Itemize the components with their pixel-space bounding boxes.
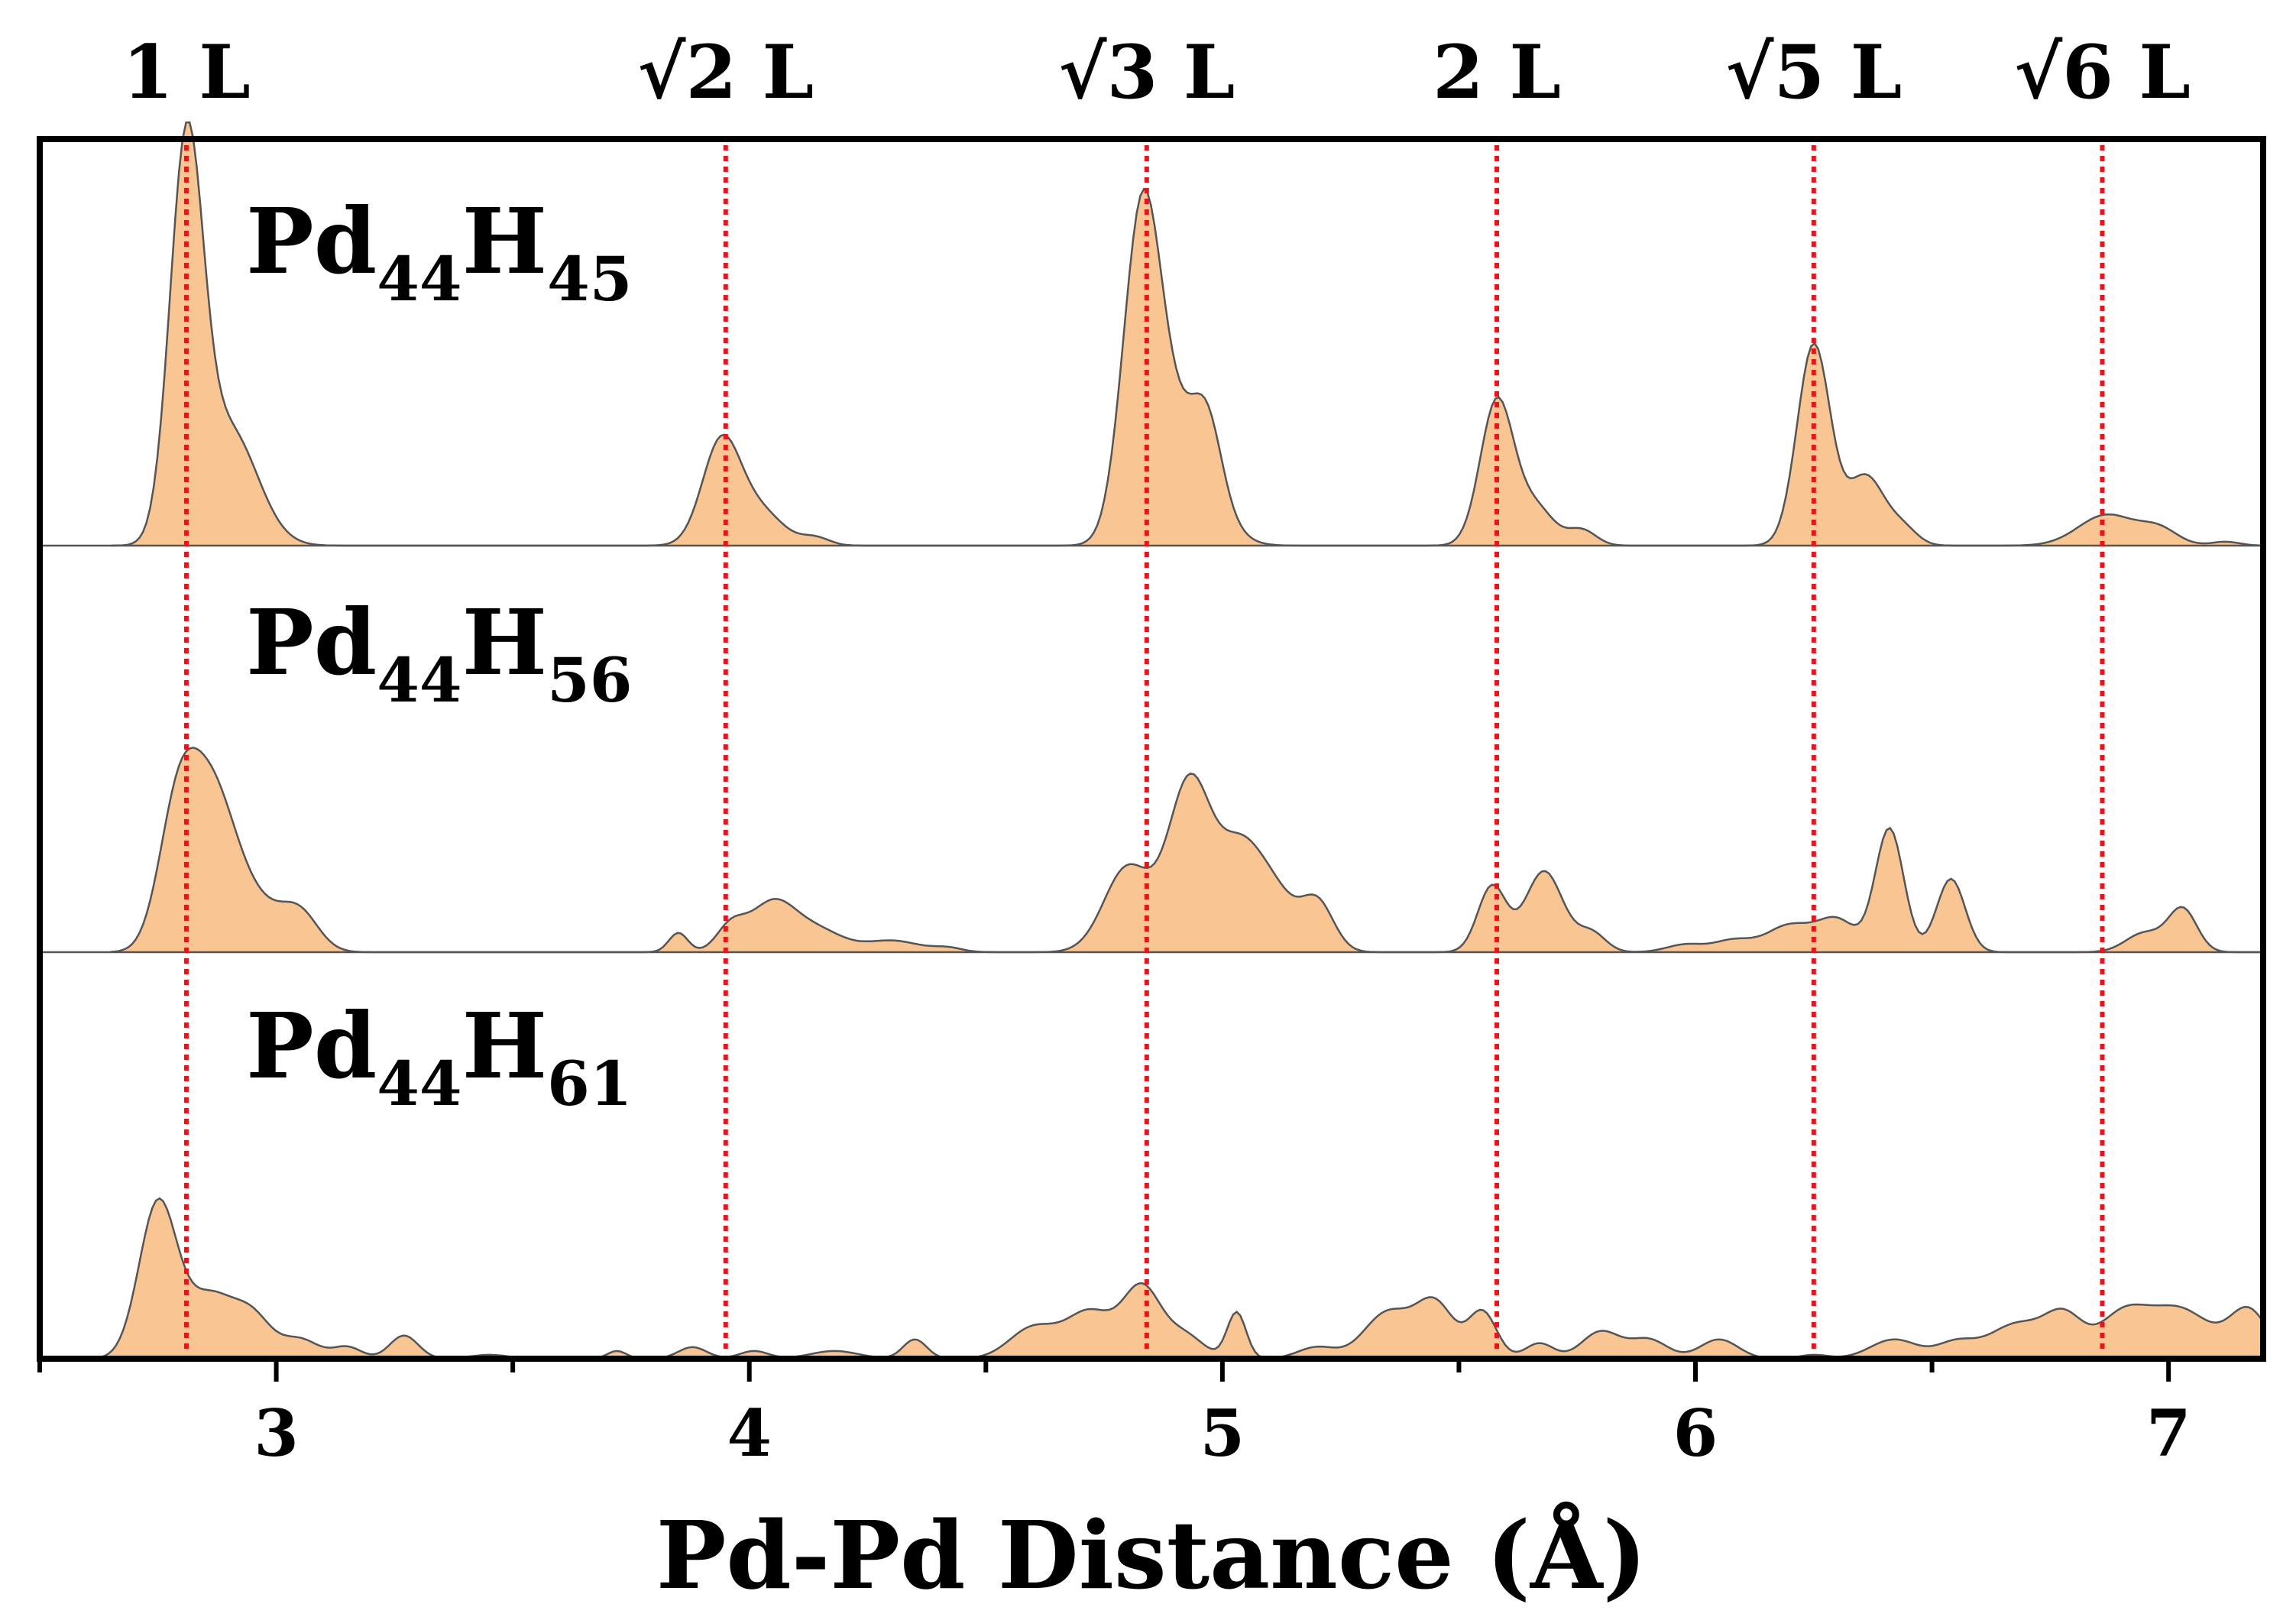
panel-label-pd44h56: Pd44H56	[246, 589, 632, 716]
reference-line-label: 1 L	[122, 29, 251, 115]
area-pd44h56	[110, 747, 2264, 952]
panel-label-pd44h61: Pd44H61	[246, 993, 632, 1120]
x-tick-label: 4	[727, 1395, 771, 1471]
x-tick-label: 3	[254, 1395, 298, 1471]
area-pd44h61	[86, 1198, 2264, 1359]
panel-dividers	[40, 544, 2263, 954]
reference-line-label: √6 L	[2014, 29, 2191, 115]
reference-line-label: √3 L	[1058, 29, 1235, 115]
reference-line-label: √2 L	[637, 29, 814, 115]
area-pd44h45	[110, 122, 2264, 546]
panel-labels: Pd44H45 Pd44H56 Pd44H61	[246, 188, 632, 1120]
x-axis-tick-labels: 3 4 5 6 7	[254, 1395, 2191, 1471]
reference-line-label: √5 L	[1725, 29, 1902, 115]
reference-lines	[183, 145, 2105, 1354]
x-tick-label: 6	[1673, 1395, 1718, 1471]
reference-line-label: 2 L	[1433, 29, 1561, 115]
x-tick-label: 7	[2146, 1395, 2191, 1471]
distribution-areas	[86, 121, 2265, 1360]
reference-line-labels: 1 L √2 L √3 L 2 L √5 L √6 L	[122, 29, 2191, 115]
x-tick-label: 5	[1200, 1395, 1245, 1471]
x-axis-title: Pd-Pd Distance (Å)	[656, 1500, 1647, 1610]
plot-frame	[37, 136, 2266, 1362]
x-axis-ticks	[37, 1359, 2171, 1382]
panel-label-pd44h45: Pd44H45	[246, 188, 632, 315]
